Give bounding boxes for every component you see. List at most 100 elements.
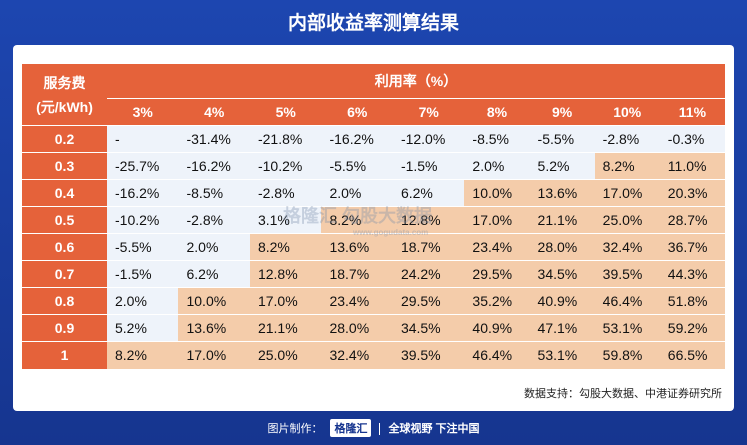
cell: 13.6% [321, 233, 393, 261]
cell: -8.5% [178, 179, 250, 207]
column-header: 8% [464, 98, 530, 126]
row-label: 1 [22, 341, 107, 369]
corner-text: 服务费 [43, 74, 86, 91]
cell: 8.2% [249, 233, 322, 261]
cell: 5.2% [529, 152, 595, 180]
cell: 29.5% [392, 287, 465, 315]
watermark-url: www.gogudata.com [353, 228, 429, 237]
cell: 8.2% [594, 152, 660, 180]
cell: 39.5% [392, 341, 465, 369]
data-row: 0.4 -16.2% -8.5% -2.8% 2.0% 6.2% 10.0% 13.6% 17.… [22, 179, 725, 207]
cell: -1.5% [392, 152, 465, 180]
cell: - [107, 125, 179, 153]
column-header: 5% [249, 98, 322, 126]
cell: -16.2% [107, 179, 179, 207]
row-label: 0.6 [22, 233, 107, 261]
cell: 46.4% [464, 341, 530, 369]
row-label: 0.8 [22, 287, 107, 315]
watermark-product: 勾股大数据 [342, 206, 433, 226]
cell: 35.2% [464, 287, 530, 315]
cell: 2.0% [107, 287, 179, 315]
cell: 23.4% [464, 233, 530, 261]
data-row: 0.8 2.0% 10.0% 17.0% 23.4% 29.5% 35.2% 40.9% 46.… [22, 287, 725, 315]
cell: -2.8% [178, 206, 250, 234]
cell: 10.0% [464, 179, 530, 207]
cell: -5.5% [107, 233, 179, 261]
cell: 2.0% [321, 179, 393, 207]
card: 服务费 (元/kWh) 利用率（%） 3% 4% 5% 6% 7% 8% 9% 10% 11% 0.2… [13, 45, 734, 411]
header-row: 服务费 (元/kWh) 利用率（%） [22, 63, 725, 126]
cell: 32.4% [594, 233, 660, 261]
row-label: 0.7 [22, 260, 107, 288]
slogan: 全球视野 下注中国 [379, 423, 480, 435]
title: 内部收益率测算结果 [287, 13, 459, 34]
cell: -5.5% [321, 152, 393, 180]
cell: 6.2% [392, 179, 465, 207]
watermark-brand: 格隆汇 [283, 206, 337, 226]
cell: 39.5% [594, 260, 660, 288]
cell: -1.5% [107, 260, 179, 288]
data-row: 0.3 -25.7% -16.2% -10.2% -5.5% -1.5% 2.0% 5.2% 8… [22, 152, 725, 180]
logo: 格隆汇 [330, 419, 372, 437]
column-header: 10% [594, 98, 660, 126]
cell: 66.5% [659, 341, 725, 369]
cell: 28.0% [321, 314, 393, 342]
cell: 18.7% [392, 233, 465, 261]
row-label: 0.4 [22, 179, 107, 207]
cell: 59.2% [659, 314, 725, 342]
cell: 36.7% [659, 233, 725, 261]
cell: 12.8% [392, 206, 465, 234]
row-label: 0.5 [22, 206, 107, 234]
cell: 24.2% [392, 260, 465, 288]
cell: 13.6% [178, 314, 250, 342]
data-row: 0.5 -10.2% -2.8% 3.1% 8.2% 12.8% 17.0% 21.1% 25.… [22, 206, 725, 234]
cell: 12.8% [249, 260, 322, 288]
cell: 8.2% [107, 341, 179, 369]
cell: 34.5% [529, 260, 595, 288]
cell: 3.1% [249, 206, 322, 234]
cell: 10.0% [178, 287, 250, 315]
cell: -2.8% [594, 125, 660, 153]
cell: 28.7% [659, 206, 725, 234]
cell: 21.1% [529, 206, 595, 234]
column-header: 9% [529, 98, 595, 126]
cell: -21.8% [249, 125, 322, 153]
footer: 图片制作： 格隆汇 全球视野 下注中国 [0, 419, 747, 437]
cell: 53.1% [594, 314, 660, 342]
cell: 28.0% [529, 233, 595, 261]
group-header: 利用率（%） [107, 63, 725, 99]
cell: 18.7% [321, 260, 393, 288]
cell: 53.1% [529, 341, 595, 369]
column-header: 6% [321, 98, 393, 126]
cell: -10.2% [107, 206, 179, 234]
corner-cell: 服务费 (元/kWh) [22, 63, 107, 126]
cell: 17.0% [594, 179, 660, 207]
cell: 40.9% [464, 314, 530, 342]
made-by: 图片制作： [267, 423, 323, 435]
header-row: 3% 4% 5% 6% 7% 8% 9% 10% 11% [22, 98, 725, 126]
cell: 47.1% [529, 314, 595, 342]
cell: 51.8% [659, 287, 725, 315]
cell: -31.4% [178, 125, 250, 153]
cell: -5.5% [529, 125, 595, 153]
table-head: 服务费 (元/kWh) 利用率（%） 3% 4% 5% 6% 7% 8% 9% 10% 11% [22, 63, 725, 126]
cell: 23.4% [321, 287, 393, 315]
cell: 17.0% [464, 206, 530, 234]
cell: 32.4% [321, 341, 393, 369]
cell: -25.7% [107, 152, 179, 180]
cell: 25.0% [594, 206, 660, 234]
cell: -8.5% [464, 125, 530, 153]
cell: 11.0% [659, 152, 725, 180]
cell: 21.1% [249, 314, 322, 342]
cell: 34.5% [392, 314, 465, 342]
watermark: 格隆汇 勾股大数据 www.gogudata.com [283, 202, 432, 237]
source: 数据支持：勾股大数据、中港证券研究所 [524, 388, 722, 400]
row-label: 0.2 [22, 125, 107, 153]
row-label: 0.9 [22, 314, 107, 342]
cell: 17.0% [178, 341, 250, 369]
cell: -2.8% [249, 179, 322, 207]
cell: -16.2% [178, 152, 250, 180]
cell: -0.3% [659, 125, 725, 153]
table-body: 0.2- -31.4% -21.8% -16.2% -12.0% -8.5% -5.5% -2… [22, 125, 725, 369]
data-row: 0.9 5.2% 13.6% 21.1% 28.0% 34.5% 40.9% 47.1% 53.… [22, 314, 725, 342]
